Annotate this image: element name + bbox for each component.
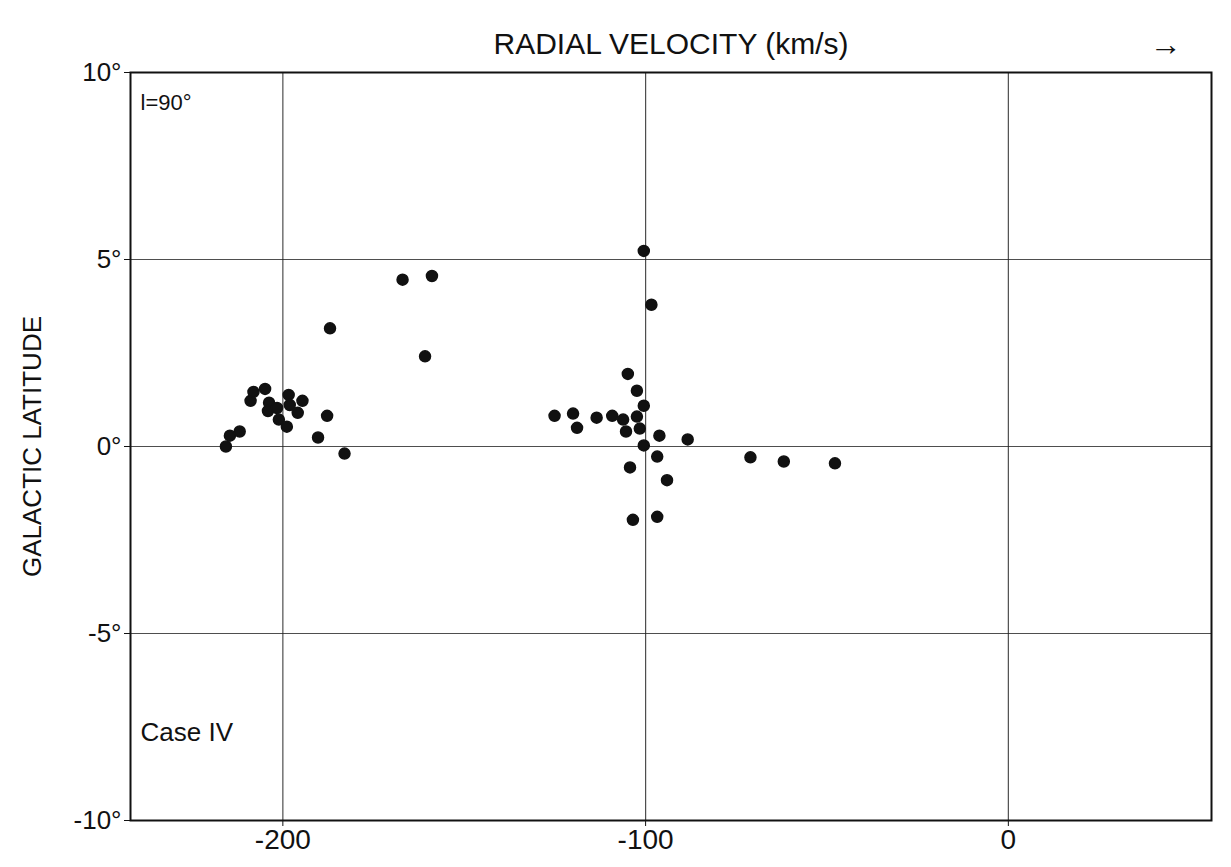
svg-text:RADIAL VELOCITY (km/s): RADIAL VELOCITY (km/s) xyxy=(493,27,848,60)
svg-text:→: → xyxy=(1150,26,1182,62)
svg-text:0°: 0° xyxy=(97,431,122,461)
svg-text:l=90°: l=90° xyxy=(141,90,192,115)
svg-text:10°: 10° xyxy=(82,57,121,87)
svg-text:Case IV: Case IV xyxy=(141,717,234,747)
svg-text:-200: -200 xyxy=(255,824,311,855)
svg-text:-5°: -5° xyxy=(88,618,122,648)
svg-text:GALACTIC LATITUDE: GALACTIC LATITUDE xyxy=(17,316,47,577)
svg-text:-10°: -10° xyxy=(74,805,122,835)
svg-text:5°: 5° xyxy=(97,244,122,274)
svg-text:-100: -100 xyxy=(618,824,674,855)
svg-text:0: 0 xyxy=(1001,824,1017,855)
